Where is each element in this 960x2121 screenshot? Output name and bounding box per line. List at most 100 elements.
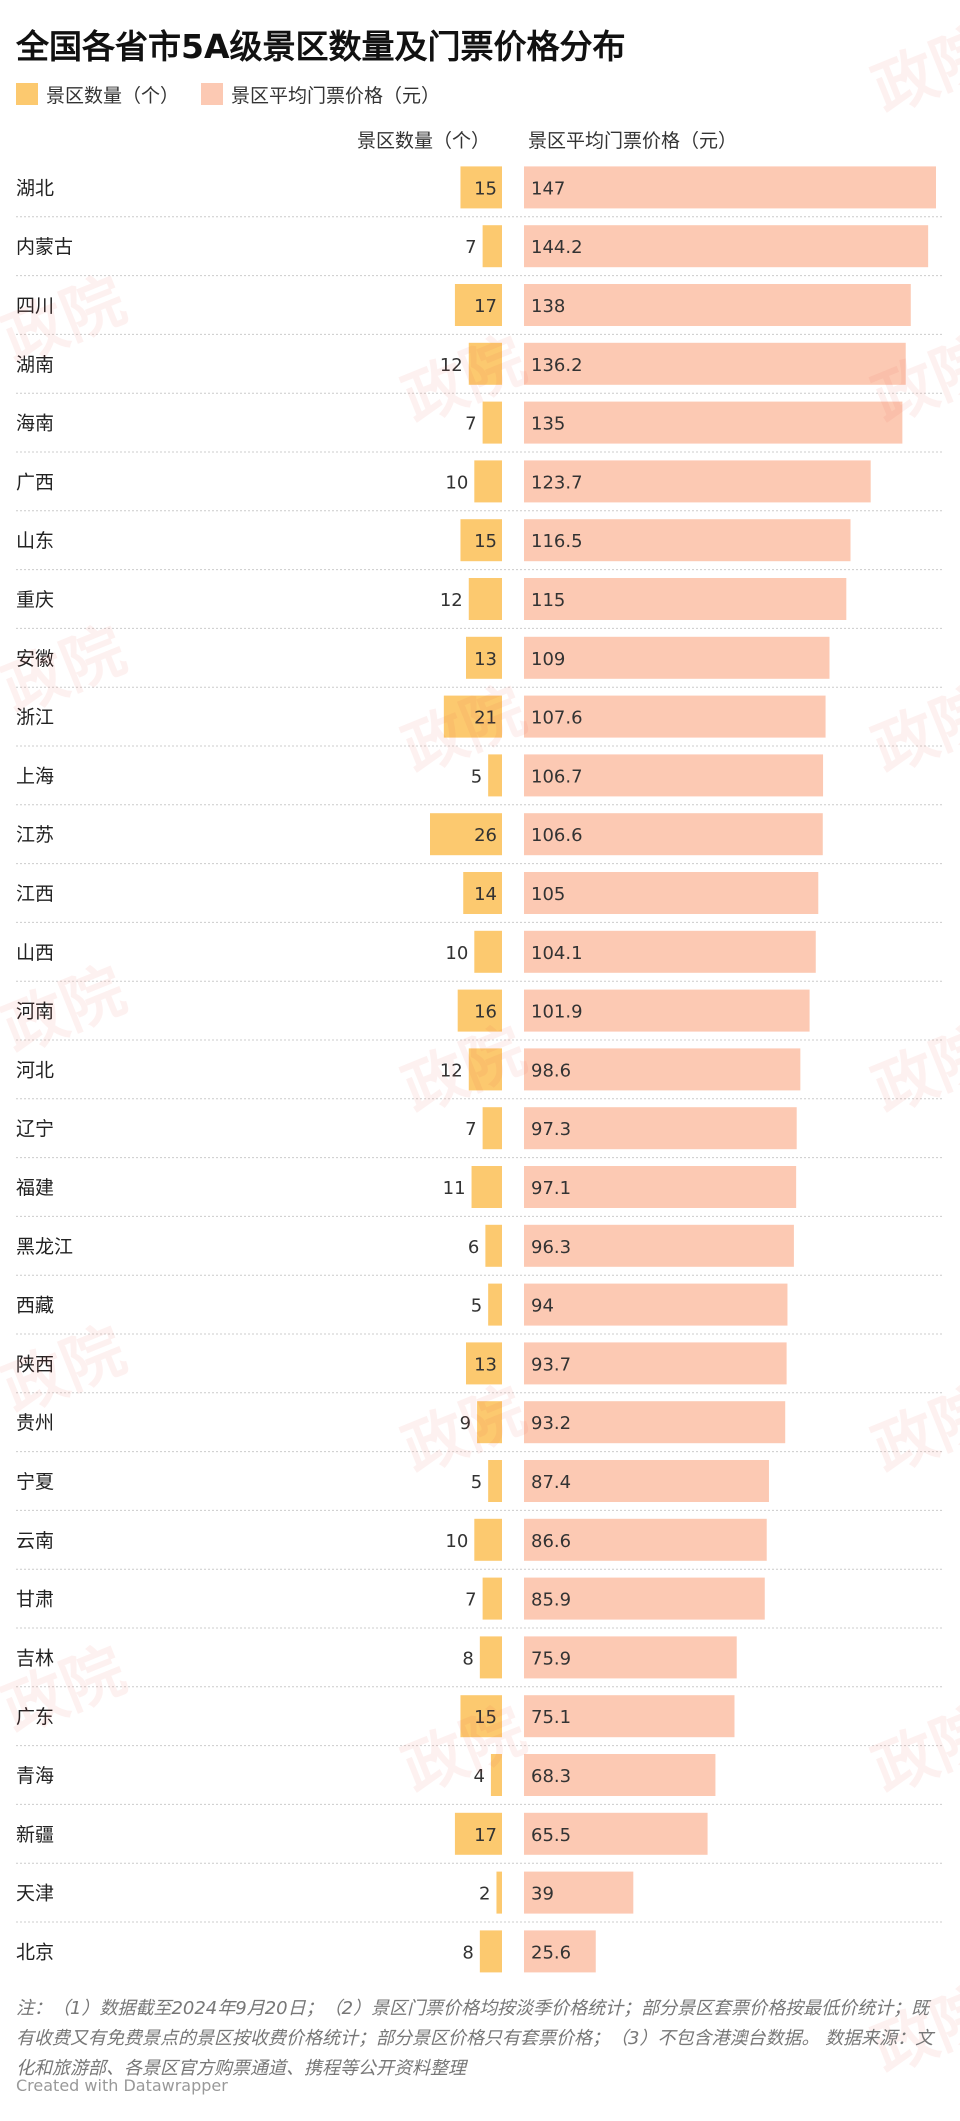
price-bar [524, 1695, 735, 1738]
category-label: 吉林 [16, 1647, 54, 1669]
price-value-label: 75.1 [531, 1707, 571, 1728]
footnote: 注：（1）数据截至2024年9月20日；（2）景区门票价格均按淡季价格统计；部分… [16, 1998, 934, 2079]
price-value-label: 96.3 [531, 1237, 571, 1258]
count-bar [468, 578, 502, 620]
category-label: 河南 [16, 1001, 54, 1023]
price-bar [524, 1224, 794, 1267]
price-bar [524, 225, 929, 268]
count-value-label: 16 [474, 1002, 497, 1023]
count-value-label: 15 [474, 1707, 497, 1728]
category-label: 云南 [16, 1530, 54, 1552]
price-bar [524, 1342, 787, 1385]
count-bar [477, 1401, 502, 1444]
category-label: 湖南 [16, 354, 54, 376]
count-bar [482, 225, 502, 268]
count-value-label: 5 [471, 766, 482, 787]
category-label: 北京 [16, 1941, 54, 1963]
count-bar [471, 1166, 502, 1208]
count-value-label: 7 [465, 414, 476, 435]
price-value-label: 107.6 [531, 708, 583, 729]
count-bar [468, 1048, 502, 1091]
price-value-label: 105 [531, 884, 565, 905]
count-value-label: 14 [474, 884, 497, 905]
price-bar [524, 284, 911, 326]
category-label: 江西 [16, 883, 54, 905]
count-value-label: 4 [473, 1766, 484, 1787]
price-bar [524, 1577, 765, 1620]
count-value-label: 21 [474, 708, 497, 729]
count-bar [488, 1283, 502, 1326]
count-value-label: 12 [440, 590, 463, 611]
count-value-label: 17 [474, 1825, 497, 1846]
count-bar [460, 519, 502, 562]
chart-title: 全国各省市5A级景区数量及门票价格分布 [16, 27, 626, 66]
category-label: 辽宁 [16, 1118, 54, 1140]
count-value-label: 26 [474, 825, 497, 846]
count-bar [474, 1518, 502, 1561]
price-value-label: 147 [531, 178, 565, 199]
category-label: 江苏 [16, 824, 54, 846]
price-value-label: 116.5 [531, 531, 583, 552]
category-label: 贵州 [16, 1412, 54, 1434]
count-bar [474, 460, 502, 503]
price-bar [524, 872, 819, 914]
price-bar [524, 1166, 797, 1208]
price-value-label: 106.6 [531, 825, 583, 846]
price-value-label: 109 [531, 649, 565, 670]
count-bar [454, 284, 502, 326]
credit: Created with Datawrapper [16, 2076, 228, 2095]
price-bar [524, 754, 824, 797]
price-bar [524, 1754, 716, 1796]
count-bar [488, 754, 502, 797]
category-label: 内蒙古 [16, 236, 73, 258]
count-value-label: 15 [474, 178, 497, 199]
category-label: 广东 [16, 1706, 54, 1728]
count-bar [460, 166, 502, 209]
count-bar [466, 1342, 502, 1385]
price-value-label: 135 [531, 414, 565, 435]
count-bar [496, 1871, 502, 1914]
price-value-label: 39 [531, 1884, 554, 1905]
price-value-label: 104.1 [531, 943, 583, 964]
count-bar [485, 1224, 502, 1267]
count-value-label: 17 [474, 296, 497, 317]
price-bar [524, 1871, 634, 1914]
count-bar [490, 1754, 502, 1796]
price-bar [524, 342, 906, 385]
price-bar [524, 1048, 801, 1091]
price-bar [524, 1636, 737, 1679]
price-value-label: 144.2 [531, 237, 583, 258]
count-value-label: 8 [462, 1942, 473, 1963]
count-bar [479, 1930, 502, 1973]
count-value-label: 10 [445, 472, 468, 493]
category-label: 新疆 [16, 1824, 54, 1846]
count-value-label: 13 [474, 1354, 497, 1375]
price-value-label: 65.5 [531, 1825, 571, 1846]
price-value-label: 87.4 [531, 1472, 571, 1493]
price-value-label: 25.6 [531, 1942, 571, 1963]
count-value-label: 9 [460, 1413, 471, 1434]
price-value-label: 93.7 [531, 1354, 571, 1375]
count-bar [482, 1577, 502, 1620]
count-value-label: 8 [462, 1648, 473, 1669]
category-label: 海南 [16, 413, 54, 435]
watermark: 政院 [862, 13, 960, 128]
category-label: 山东 [16, 530, 54, 552]
category-label: 四川 [16, 295, 54, 317]
count-value-label: 12 [440, 1060, 463, 1081]
category-label: 河北 [16, 1059, 54, 1081]
count-value-label: 7 [465, 237, 476, 258]
count-value-label: 10 [445, 943, 468, 964]
legend-item-count: 景区数量（个） [16, 81, 179, 108]
price-value-label: 75.9 [531, 1648, 571, 1669]
price-value-label: 138 [531, 296, 565, 317]
count-bar [466, 636, 502, 679]
count-bar [482, 1107, 502, 1150]
column-header-count: 景区数量（个） [357, 130, 490, 152]
price-bar [524, 695, 826, 738]
price-bar [524, 460, 871, 503]
legend-swatch-count [16, 83, 38, 105]
category-label: 山西 [16, 942, 54, 964]
